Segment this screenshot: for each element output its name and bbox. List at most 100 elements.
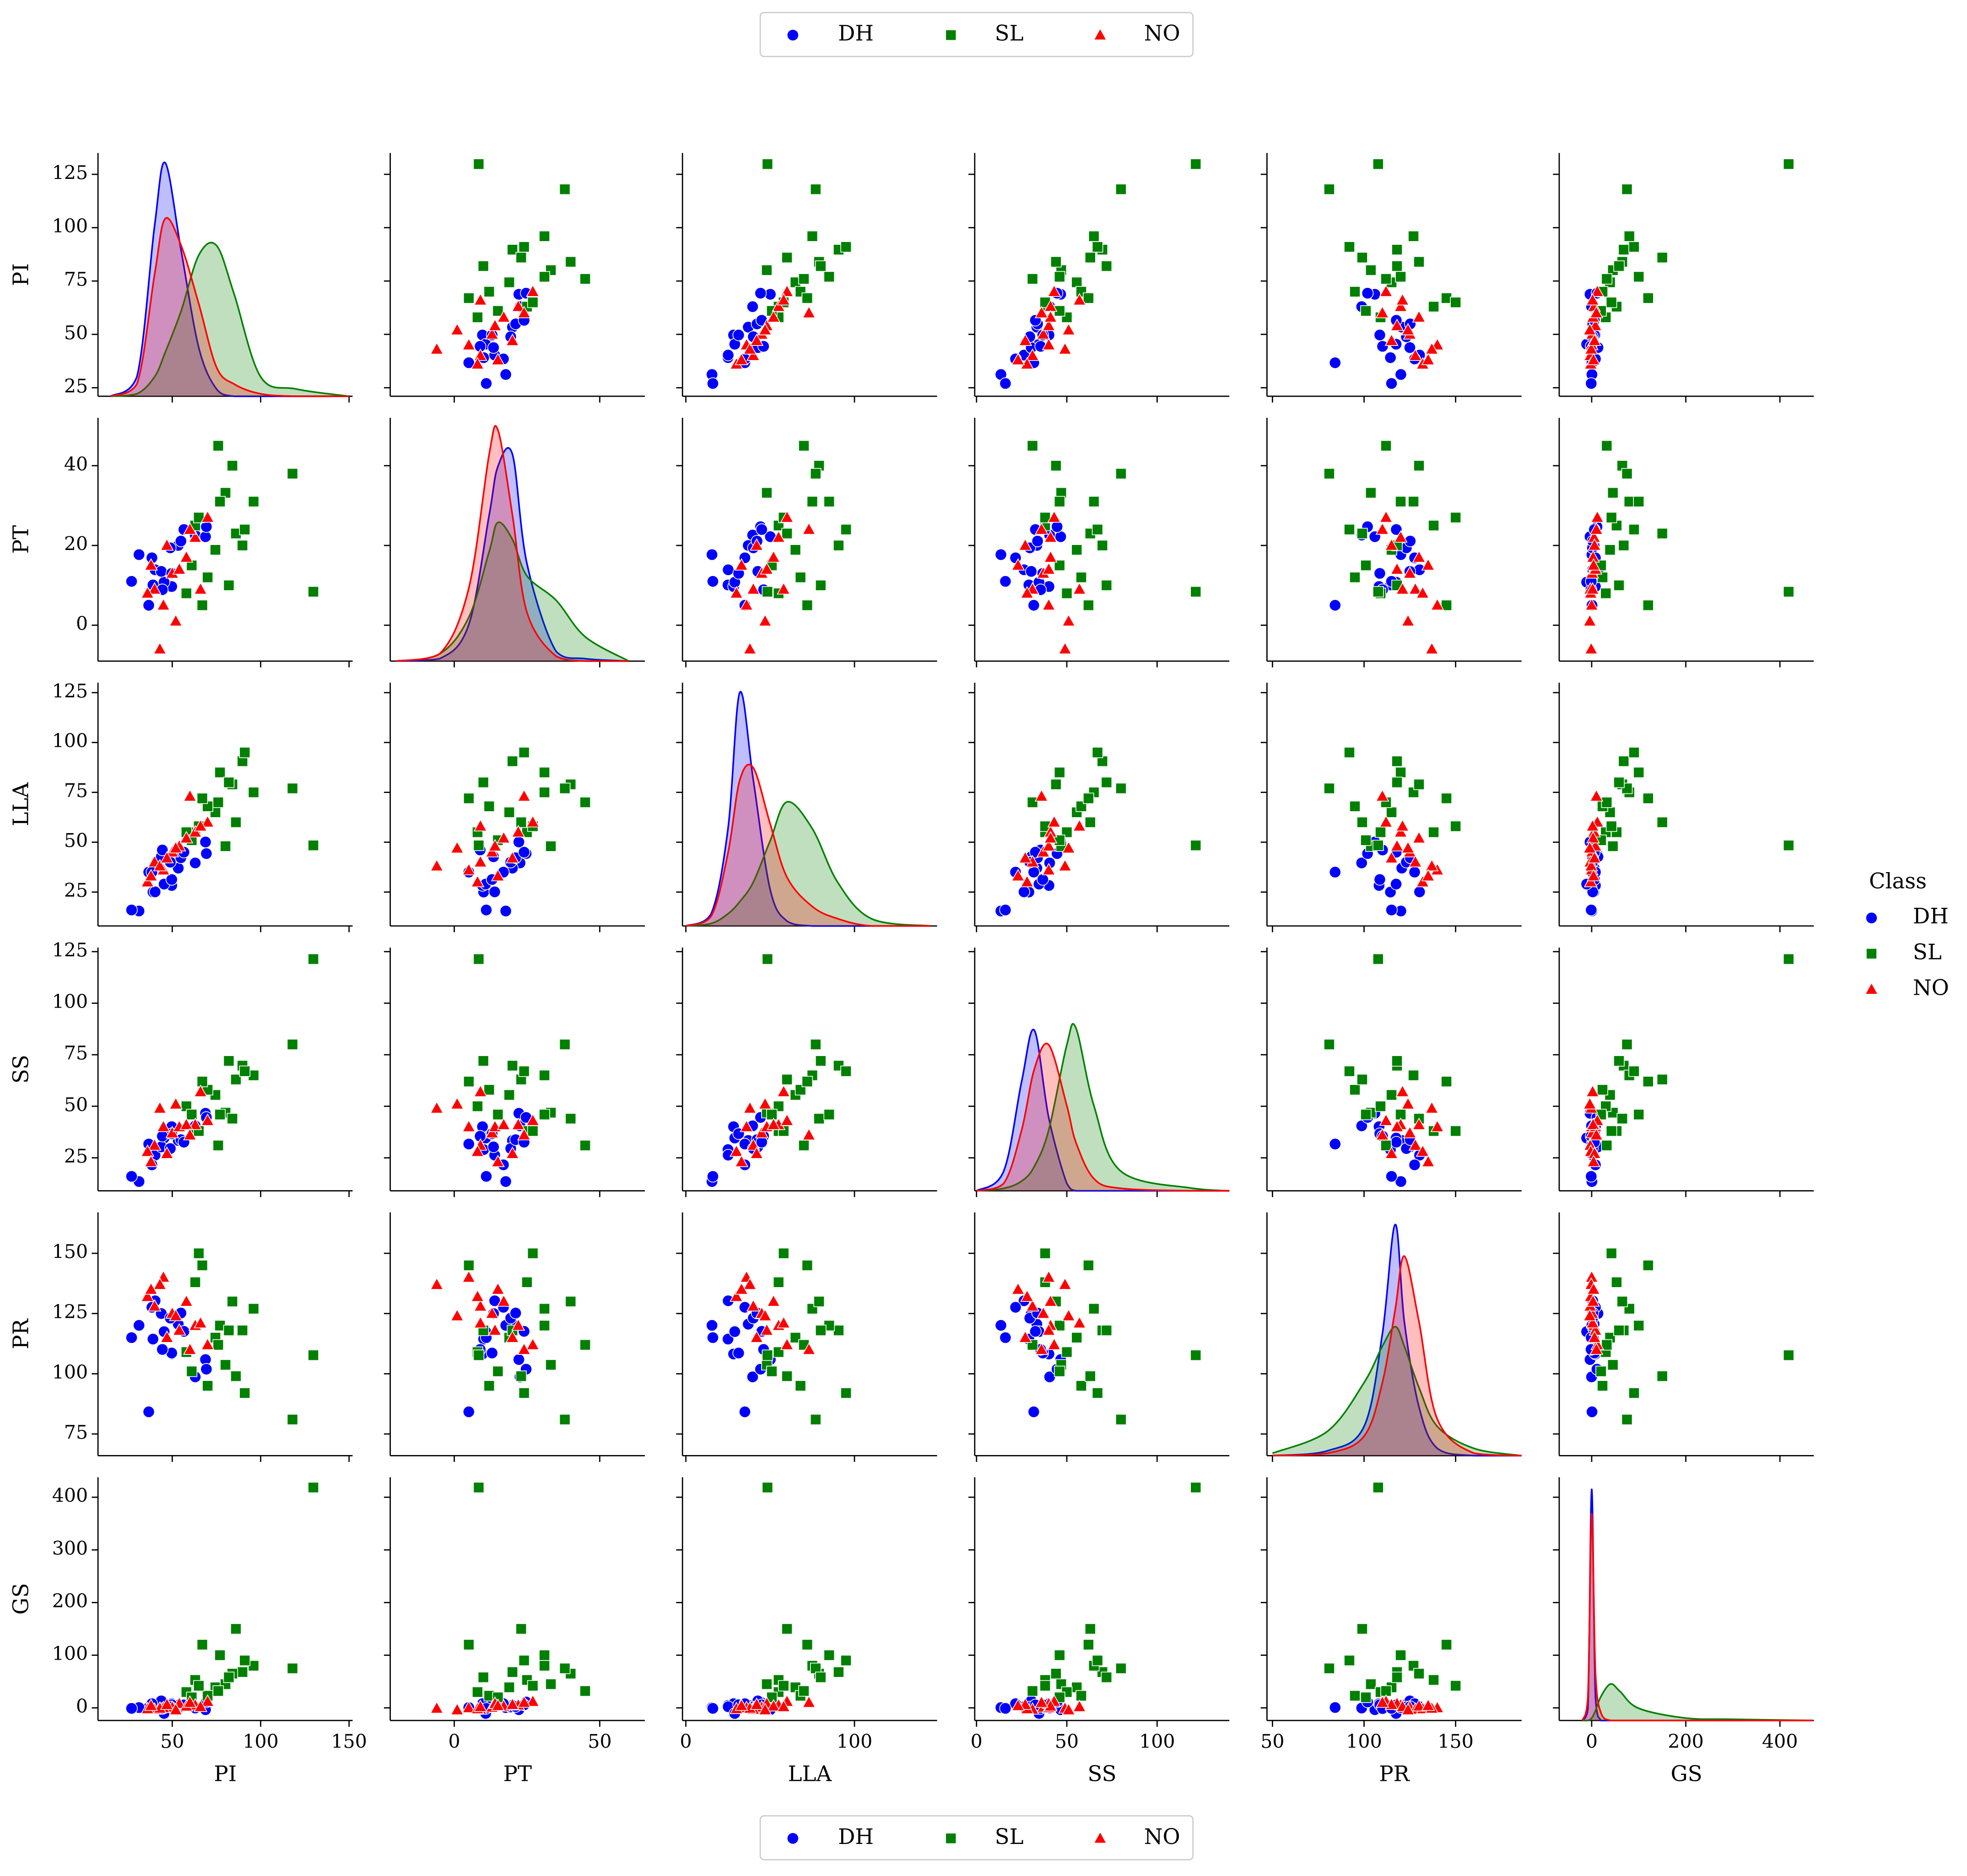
point: [1421, 352, 1435, 365]
point: [1386, 806, 1397, 818]
kde-fill: [396, 447, 629, 661]
point: [730, 1144, 744, 1157]
point: [1597, 1084, 1608, 1096]
point: [746, 348, 761, 361]
point: [798, 1685, 810, 1697]
point: [1583, 841, 1597, 853]
point: [230, 1073, 242, 1085]
point: [1586, 1406, 1599, 1418]
point: [430, 1101, 444, 1114]
point: [1450, 296, 1461, 308]
point: [579, 1685, 591, 1697]
kde-line: [1581, 1513, 1813, 1721]
point: [1401, 1097, 1415, 1110]
point: [735, 352, 749, 365]
point: [462, 1137, 475, 1150]
point: [732, 1347, 745, 1359]
point: [1058, 1277, 1072, 1290]
point: [179, 1294, 194, 1307]
legend-marker: [1865, 911, 1878, 924]
point: [766, 1365, 778, 1377]
point: [1583, 614, 1597, 626]
point: [526, 1694, 540, 1707]
point: [1190, 840, 1202, 851]
point: [1360, 834, 1372, 846]
x-tick-label: 100: [1139, 1730, 1175, 1752]
point: [517, 306, 531, 318]
point: [1042, 863, 1056, 875]
kde-line: [976, 1043, 1230, 1192]
point: [462, 1270, 476, 1283]
kde-fill: [1272, 1224, 1522, 1456]
point: [189, 1276, 201, 1288]
legend-frame: [759, 12, 1194, 57]
point: [1425, 859, 1439, 872]
point: [833, 539, 844, 551]
point: [1585, 1084, 1600, 1097]
point: [518, 846, 530, 858]
point: [488, 885, 501, 898]
point: [1025, 565, 1038, 578]
x-tick-label: 100: [1346, 1730, 1382, 1752]
point: [1071, 276, 1083, 288]
point: [1329, 866, 1341, 879]
point: [472, 1100, 483, 1112]
point: [1356, 1623, 1368, 1635]
kde-fill: [1582, 1684, 1813, 1721]
point: [169, 841, 183, 853]
y-tick-label: 75: [64, 269, 88, 291]
point: [518, 1065, 530, 1077]
point: [1072, 1315, 1086, 1329]
point: [1408, 1138, 1422, 1151]
point: [153, 642, 167, 654]
point: [1085, 1623, 1096, 1635]
point: [1092, 241, 1103, 253]
point: [781, 528, 793, 539]
point: [499, 368, 512, 381]
point: [1190, 158, 1202, 170]
point: [1349, 286, 1361, 297]
point: [722, 349, 735, 361]
point: [1590, 510, 1605, 523]
point: [227, 1296, 238, 1307]
point: [1450, 820, 1461, 832]
point: [545, 841, 557, 852]
point: [1360, 1109, 1372, 1121]
point: [806, 230, 818, 242]
point: [147, 1299, 162, 1312]
point: [1324, 1662, 1335, 1674]
point: [1054, 1365, 1065, 1377]
point: [214, 496, 226, 507]
point: [473, 840, 485, 851]
point: [1408, 1159, 1421, 1171]
point: [1628, 1387, 1640, 1399]
point: [1020, 1289, 1034, 1302]
legend-right: Class DH SL NO: [1864, 868, 1949, 1000]
point: [499, 1175, 512, 1188]
point: [802, 1342, 816, 1355]
point: [539, 1109, 550, 1121]
point: [183, 1127, 197, 1141]
point: [180, 588, 192, 599]
point: [1375, 306, 1389, 318]
point: [1391, 244, 1403, 255]
point: [762, 953, 773, 965]
point: [146, 1333, 159, 1345]
point: [1585, 377, 1598, 390]
point: [492, 305, 504, 317]
point: [1623, 230, 1635, 242]
point: [189, 857, 202, 869]
point: [485, 327, 499, 340]
point: [1394, 1175, 1407, 1188]
point: [1587, 538, 1602, 551]
point: [1618, 755, 1630, 767]
x-tick-label: 50: [160, 1730, 184, 1752]
point: [1412, 550, 1426, 563]
point: [840, 1387, 852, 1399]
point: [1047, 284, 1061, 297]
point: [1450, 512, 1461, 523]
point: [165, 1126, 179, 1138]
kde-fill: [396, 426, 629, 661]
point: [1586, 1117, 1600, 1130]
y-tick-label: 125: [52, 939, 88, 961]
